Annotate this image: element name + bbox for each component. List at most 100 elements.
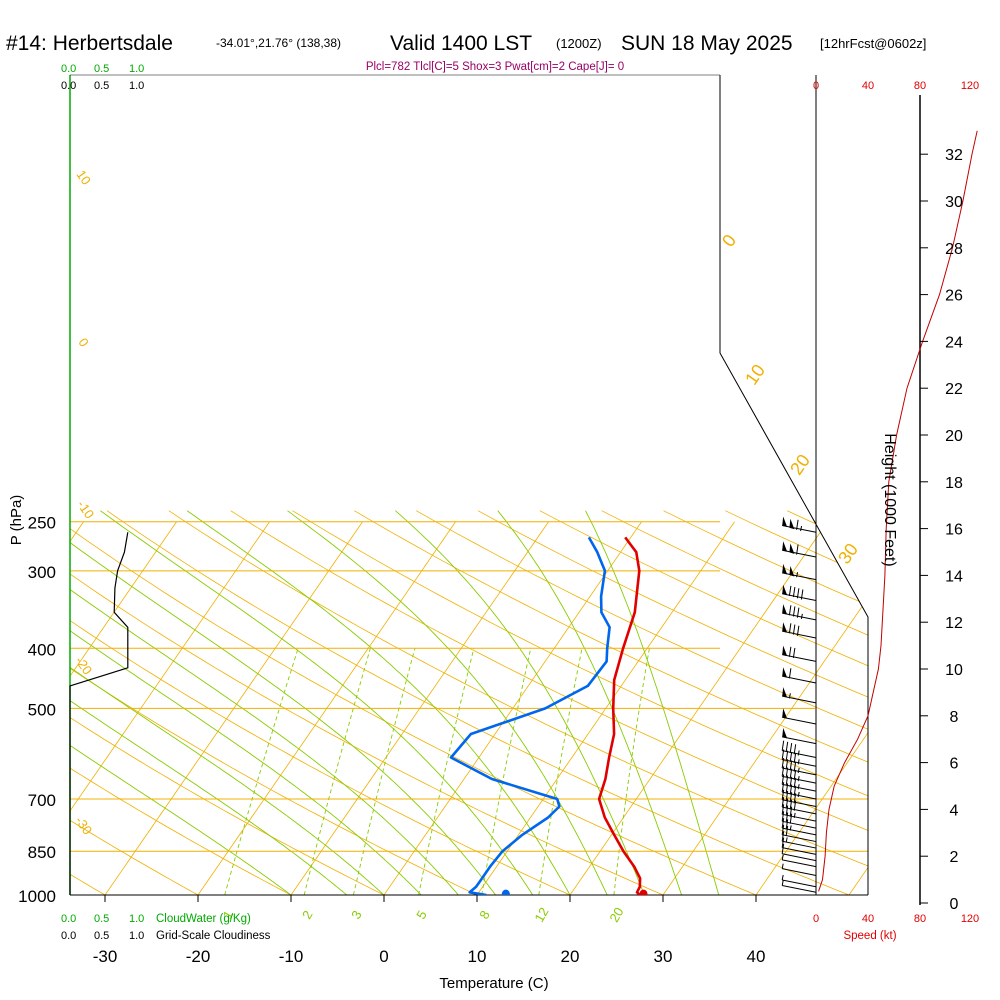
moist-adiabat-line xyxy=(70,510,422,895)
height-tick-label: 8 xyxy=(950,709,959,726)
barb-flag xyxy=(782,563,788,575)
barb-half xyxy=(781,880,784,886)
dry-adiabat-line xyxy=(477,510,868,895)
dry-adiabat-line xyxy=(416,510,868,895)
barb-flag xyxy=(782,622,788,633)
barb-full xyxy=(785,750,789,761)
moist-adiabat-line xyxy=(70,510,292,895)
wind-barb xyxy=(781,818,817,836)
thermo-grid xyxy=(0,510,868,895)
chart-title: #14: Herbertsdale xyxy=(6,32,173,55)
barb-full xyxy=(785,798,789,809)
barb-flag xyxy=(782,687,788,698)
dry-adiabat-label: 10 xyxy=(73,167,94,187)
moist-adiabat-line xyxy=(186,510,571,895)
barb-full xyxy=(785,775,789,786)
barb-staff xyxy=(782,820,817,829)
x-tick-label: -30 xyxy=(93,947,118,966)
title-valid: Valid 1400 LST xyxy=(390,32,532,55)
wind-barb xyxy=(781,880,817,893)
barb-full xyxy=(796,588,800,599)
pressure-tick-label: 500 xyxy=(28,700,56,719)
barb-full xyxy=(789,813,793,824)
barb-half xyxy=(797,776,800,782)
barb-full xyxy=(781,740,785,751)
barb-full xyxy=(800,589,804,600)
barb-full xyxy=(781,782,785,793)
speed-tick-top-3: 120 xyxy=(961,80,979,92)
barb-half xyxy=(797,750,800,756)
barb-full xyxy=(792,606,796,617)
wind-barb xyxy=(782,604,817,621)
barb-staff xyxy=(782,525,817,533)
barb-staff xyxy=(782,885,817,893)
barb-flag xyxy=(782,645,788,657)
wind-barb xyxy=(781,831,817,849)
barb-half xyxy=(800,613,803,619)
barb-half xyxy=(797,759,800,765)
barb-flag xyxy=(782,584,788,596)
barb-full xyxy=(788,605,792,616)
barb-staff xyxy=(782,859,817,868)
barb-flag xyxy=(782,516,788,527)
height-tick-label: 20 xyxy=(945,428,963,445)
barb-staff xyxy=(782,675,817,684)
mixing-ratio-label: 20 xyxy=(606,905,626,925)
cloud-water-label: CloudWater (g/Kg) xyxy=(156,913,251,925)
barb-full xyxy=(789,806,793,817)
barb-full xyxy=(793,744,797,755)
mixing-ratio-label: 5 xyxy=(413,908,430,922)
barb-half xyxy=(788,693,791,699)
barb-full xyxy=(785,819,789,830)
barb-flag xyxy=(782,708,788,719)
x-tick-label: 10 xyxy=(468,947,487,966)
barb-flag xyxy=(789,566,795,577)
barb-flag xyxy=(782,604,788,615)
pressure-tick-label: 300 xyxy=(28,563,56,582)
dry-adiabat-line xyxy=(354,510,868,895)
cloudiness-panel xyxy=(69,532,129,895)
barb-staff xyxy=(782,716,817,725)
barb-staff xyxy=(782,827,817,836)
barb-full xyxy=(781,749,785,760)
pressure-tick-label: 850 xyxy=(28,843,56,862)
barb-full xyxy=(789,768,793,779)
dry-adiabat-line xyxy=(106,510,850,895)
moist-adiabat-line xyxy=(70,510,459,895)
height-tick-label: 14 xyxy=(945,568,963,585)
moist-adiabat-line xyxy=(70,510,496,895)
barb-full xyxy=(785,805,789,816)
cloudiness-tick-bottom-1: 0.5 xyxy=(94,930,109,942)
wind-barb xyxy=(781,797,817,815)
dry-adiabat-line xyxy=(0,511,12,895)
barb-full xyxy=(785,741,789,752)
plot-boundary xyxy=(719,75,869,895)
speed-tick-bottom-3: 120 xyxy=(961,913,979,925)
cloud-water-tick-2: 1.0 xyxy=(129,63,144,75)
barb-full xyxy=(781,797,785,808)
barb-half xyxy=(789,825,792,831)
barb-staff xyxy=(782,736,817,745)
dry-adiabat-line xyxy=(848,510,868,895)
barb-staff xyxy=(782,654,817,662)
speed-tick-bottom-1: 40 xyxy=(862,913,874,925)
dewpoint-line xyxy=(449,536,611,895)
barb-half xyxy=(800,525,803,532)
speed-tick-bottom-0: 0 xyxy=(813,913,819,925)
sounding-profiles xyxy=(449,536,648,895)
height-axis-label: Height (1000 Feet) xyxy=(881,433,898,566)
pressure-tick-label: 400 xyxy=(28,640,56,659)
dry-adiabat-line xyxy=(70,510,664,895)
x-tick-label: 20 xyxy=(561,947,580,966)
barb-half xyxy=(797,784,800,790)
mixing-ratio-line xyxy=(303,648,371,895)
barb-staff xyxy=(782,806,817,815)
wind-barb xyxy=(782,727,817,745)
barb-full xyxy=(789,760,793,771)
barb-staff xyxy=(782,847,817,855)
dry-adiabat-line xyxy=(70,510,478,895)
x-tick-label: 30 xyxy=(654,947,673,966)
barb-flag xyxy=(782,667,788,678)
barb-full xyxy=(793,785,797,796)
barb-full xyxy=(793,753,797,764)
